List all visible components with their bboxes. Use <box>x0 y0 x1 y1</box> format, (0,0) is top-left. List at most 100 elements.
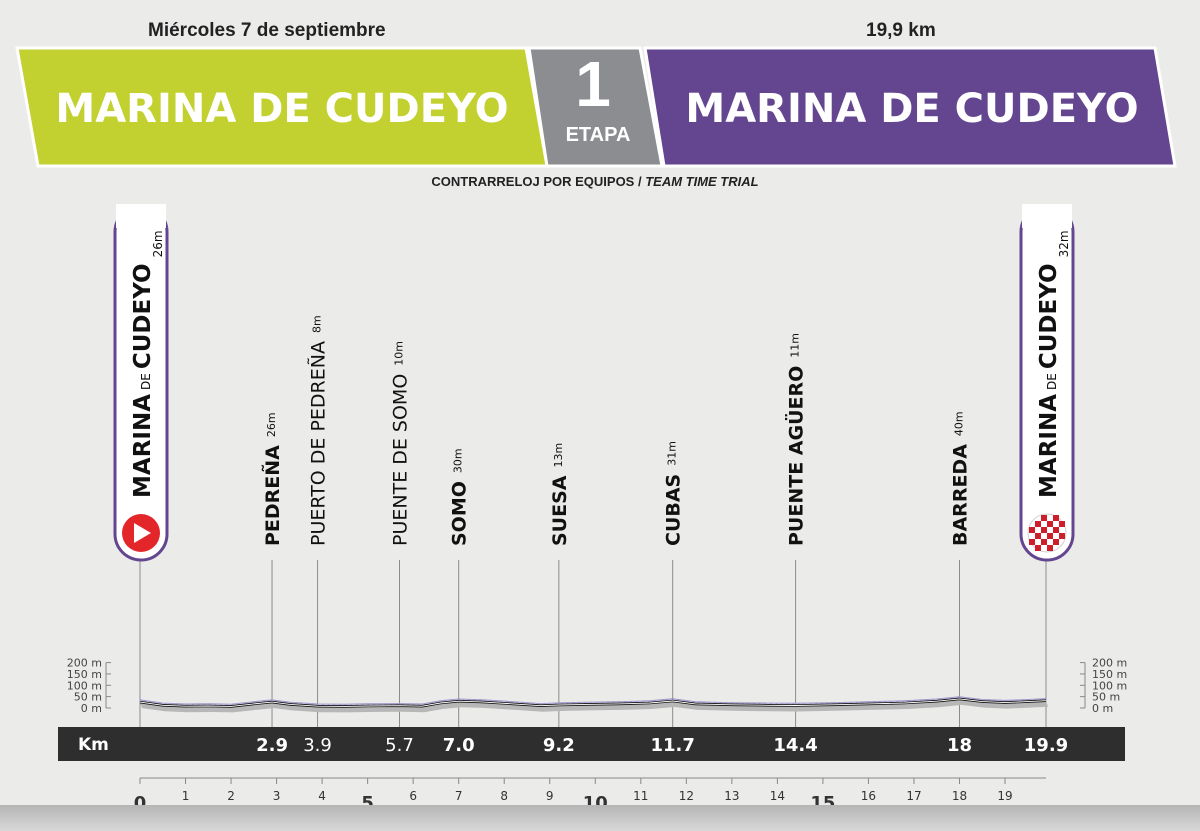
km-scale-label: 18 <box>952 789 967 803</box>
y-tick-label-right: 0 m <box>1092 702 1113 715</box>
start-banner-title: MARINA DE CUDEYO <box>55 86 508 132</box>
waypoint-name: BARREDA <box>949 444 971 546</box>
waypoint-name: SOMO <box>449 481 471 546</box>
waypoint-altitude: 13m <box>552 443 565 468</box>
stage-distance: 19,9 km <box>866 20 936 41</box>
waypoint-altitude: 10m <box>393 341 406 366</box>
km-bar-value: 14.4 <box>773 735 817 756</box>
y-tick-label-left: 0 m <box>81 702 102 715</box>
stage-type: CONTRARRELOJ POR EQUIPOS / TEAM TIME TRI… <box>0 174 1190 189</box>
checker-square <box>1047 521 1053 527</box>
km-scale-label: 2 <box>227 789 235 803</box>
marker-cap <box>116 204 166 228</box>
marker-name-part: CUDEYO <box>130 263 156 369</box>
start-marker-name: MARINA DE CUDEYO 26m <box>130 230 165 498</box>
finish-banner <box>643 46 1177 168</box>
checker-square <box>1053 539 1059 545</box>
waypoint-name: PEDREÑA <box>260 445 284 546</box>
km-bar <box>58 727 1125 761</box>
stage-date: Miércoles 7 de septiembre <box>148 20 386 41</box>
checkered-flag-icon <box>1027 513 1067 553</box>
checker-square <box>1047 533 1053 539</box>
checker-square <box>1029 539 1035 545</box>
checker-square <box>1059 533 1065 539</box>
checker-square <box>1053 527 1059 533</box>
waypoint-label: PUENTE AGÜERO 11m <box>784 333 808 546</box>
marker-altitude: 26m <box>151 230 165 257</box>
km-scale-label: 6 <box>409 789 417 803</box>
stage-type-es: CONTRARRELOJ POR EQUIPOS / <box>431 174 646 189</box>
waypoint-altitude: 31m <box>666 441 679 466</box>
waypoint-name: PUENTE DE SOMO <box>390 374 412 546</box>
km-scale-label: 7 <box>455 789 463 803</box>
header-banners: MARINA DE CUDEYO MARINA DE CUDEYO <box>15 46 1177 168</box>
waypoint-label: PEDREÑA 26m <box>260 412 284 546</box>
km-bar-value: 2.9 <box>256 735 288 756</box>
checker-square <box>1041 515 1047 521</box>
y-tick-label-left: 50 m <box>74 691 102 704</box>
waypoint-name: PUERTO DE PEDREÑA <box>307 341 330 546</box>
waypoint-altitude: 26m <box>265 412 278 437</box>
y-tick-label-left: 150 m <box>67 668 102 681</box>
marker-altitude: 32m <box>1057 230 1071 257</box>
waypoint-label: PUERTO DE PEDREÑA 8m <box>307 315 330 546</box>
km-bar-value: 7.0 <box>443 735 475 756</box>
km-scale-label: 1 <box>182 789 190 803</box>
waypoint-label: SOMO 30m <box>449 448 471 546</box>
waypoint-altitude: 30m <box>452 448 465 473</box>
checker-square <box>1053 515 1059 521</box>
y-tick-label-right: 50 m <box>1092 691 1120 704</box>
km-scale-label: 12 <box>679 789 694 803</box>
km-bar-value: 18 <box>947 735 972 756</box>
km-scale-label: 14 <box>770 789 785 803</box>
checker-square <box>1059 521 1065 527</box>
y-tick-label-left: 200 m <box>67 657 102 670</box>
bottom-edge <box>0 805 1200 831</box>
y-tick-label-right: 200 m <box>1092 657 1127 670</box>
km-scale-label: 11 <box>633 789 648 803</box>
stage-box <box>527 46 664 168</box>
km-bar-value: 5.7 <box>385 735 414 756</box>
waypoint-label: PUENTE DE SOMO 10m <box>390 341 412 546</box>
waypoint-name: CUBAS <box>663 474 685 546</box>
finish-marker-name: MARINA DE CUDEYO 32m <box>1036 230 1071 498</box>
km-bar-value: 11.7 <box>650 735 694 756</box>
km-scale-label: 4 <box>318 789 326 803</box>
marker-name-part: CUDEYO <box>1036 263 1062 369</box>
km-scale-label: 16 <box>861 789 876 803</box>
waypoint-altitude: 11m <box>789 333 802 358</box>
marker-name-part: MARINA <box>1036 394 1062 498</box>
km-scale-label: 13 <box>724 789 739 803</box>
play-icon-triangle <box>134 523 151 543</box>
profile-shadow <box>140 698 1048 713</box>
km-bar-value: 19.9 <box>1024 735 1068 756</box>
km-bar-value: 9.2 <box>543 735 575 756</box>
checker-square <box>1035 533 1041 539</box>
waypoint-label: BARREDA 40m <box>949 411 971 546</box>
marker-name-part: DE <box>139 373 153 390</box>
marker-name-part: DE <box>1045 373 1059 390</box>
km-scale-label: 8 <box>500 789 508 803</box>
waypoint-name: PUENTE AGÜERO <box>784 366 808 546</box>
checker-square <box>1035 545 1041 551</box>
checker-square <box>1029 527 1035 533</box>
checker-square <box>1047 545 1053 551</box>
km-bar-value: 3.9 <box>303 735 332 756</box>
y-tick-label-left: 100 m <box>67 679 102 692</box>
km-bar-label: Km <box>78 735 109 755</box>
marker-cap <box>1022 204 1072 228</box>
km-scale-label: 3 <box>273 789 281 803</box>
km-scale-label: 9 <box>546 789 554 803</box>
waypoint-name: SUESA <box>549 475 571 546</box>
checker-square <box>1041 539 1047 545</box>
waypoint-label: CUBAS 31m <box>663 441 685 546</box>
stage-number: 1 <box>575 48 611 120</box>
y-tick-label-right: 150 m <box>1092 668 1127 681</box>
km-scale-label: 19 <box>997 789 1012 803</box>
stage-type-en: TEAM TIME TRIAL <box>645 174 759 189</box>
waypoint-altitude: 40m <box>952 411 965 436</box>
y-tick-label-right: 100 m <box>1092 679 1127 692</box>
waypoint-altitude: 8m <box>311 315 324 333</box>
checker-square <box>1035 521 1041 527</box>
km-scale-label: 17 <box>906 789 921 803</box>
